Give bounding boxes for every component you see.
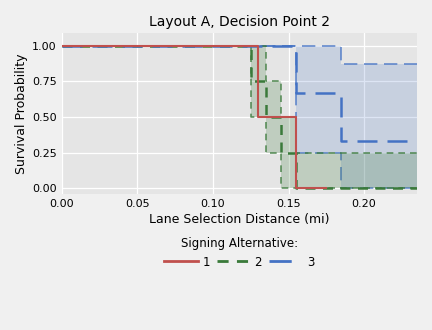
Y-axis label: Survival Probability: Survival Probability — [15, 53, 28, 174]
X-axis label: Lane Selection Distance (mi): Lane Selection Distance (mi) — [149, 213, 330, 226]
Title: Layout A, Decision Point 2: Layout A, Decision Point 2 — [149, 15, 330, 29]
Polygon shape — [62, 46, 417, 188]
Legend: 1, 2, 3: 1, 2, 3 — [160, 232, 319, 273]
Polygon shape — [62, 46, 417, 188]
